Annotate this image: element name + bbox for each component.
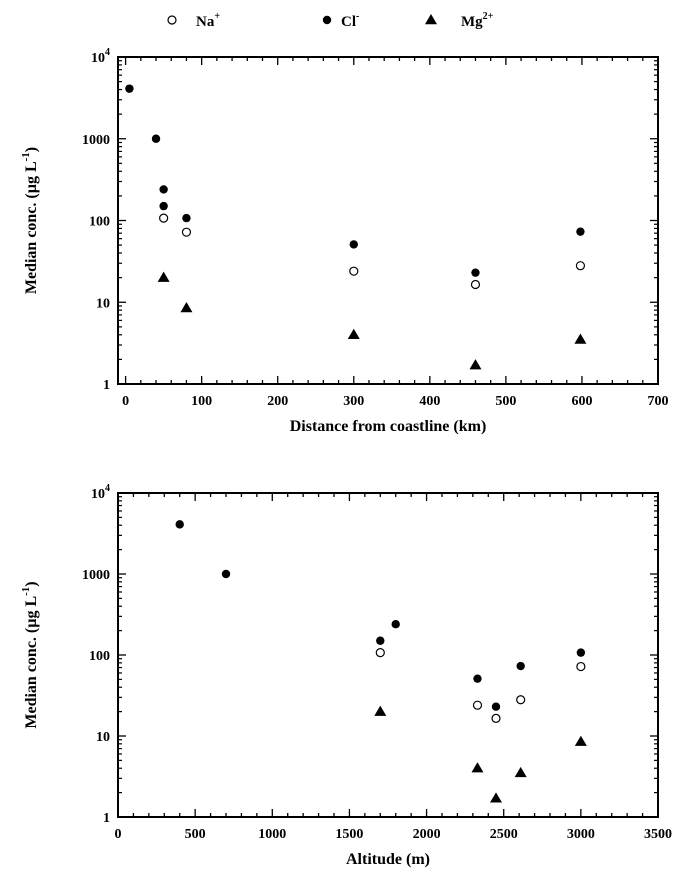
data-point [125,84,134,93]
y-tick-label: 104 [91,483,110,502]
legend-marker-2 [425,14,437,25]
x-tick-label: 2500 [490,827,518,842]
x-tick-label: 3500 [644,827,672,842]
x-tick-label: 3000 [567,827,595,842]
legend-label-0: Na+ [196,11,220,30]
data-point [491,713,501,723]
legend: Na+ Cl- Mg2+ [167,11,494,30]
data-point [221,569,231,579]
data-point [159,185,168,194]
data-point [175,520,184,529]
data-point [391,620,400,629]
y-tick-label: 1000 [82,133,110,148]
series-1 [125,84,585,277]
data-point [181,227,192,237]
series-2 [374,705,587,803]
x-axis-title: Distance from coastline (km) [290,418,487,435]
data-point [576,648,586,657]
x-tick-label: 700 [648,394,669,409]
data-point [349,266,359,276]
data-point [374,705,387,716]
panel-2: 0 500 1000 1500 2000 2500 3000 3500 1 10 100 1000 10… [20,483,672,868]
data-point [470,279,481,290]
x-axis-title: Altitude (m) [346,851,430,868]
data-point [376,636,385,645]
data-point [471,762,484,773]
x-tick-label: 300 [343,394,364,409]
series-1 [175,520,586,711]
data-point [159,201,168,211]
plot-frame [117,492,659,818]
data-point [157,271,170,282]
data-point [516,661,525,671]
data-point [514,766,527,778]
x-tick-label: 2000 [413,827,441,842]
y-tick-label: 100 [89,215,110,230]
x-tick-label: 500 [495,394,516,409]
data-point [151,134,161,143]
data-point [574,735,587,746]
series-2 [157,271,587,370]
y-tick-label: 10 [96,730,110,745]
legend-label-2: Mg2+ [461,11,494,30]
plot-frame [117,56,659,385]
data-point [182,213,191,223]
x-tick-label: 600 [571,394,592,409]
y-tick-label: 1 [103,811,110,826]
data-point [159,213,169,223]
x-tick-label: 400 [419,394,440,409]
data-point [490,792,502,803]
data-point [575,261,586,271]
y-axis-title: Median conc. (µg L-1) [20,581,40,728]
data-point [375,648,385,658]
data-point [469,359,482,370]
panel-1: 0 100 200 300 400 500 600 700 1 10 100 1000 104 Dista… [20,47,669,435]
y-axis-title: Median conc. (µg L-1) [20,147,40,294]
series-0 [375,648,586,723]
x-tick-label: 100 [191,394,212,409]
series-0 [159,213,586,290]
legend-label-1: Cl- [341,11,359,30]
y-tick-label: 1 [103,378,110,393]
x-tick-label: 1000 [258,827,286,842]
data-point [180,302,193,313]
data-point [516,695,526,705]
data-point [473,674,482,683]
data-point [576,227,585,236]
data-point [471,268,480,277]
x-tick-label: 0 [115,827,122,842]
x-tick-label: 1500 [335,827,363,842]
data-point [349,240,358,249]
x-tick-label: 500 [185,827,206,842]
x-tick-label: 200 [267,394,288,409]
x-tick-label: 0 [122,394,129,409]
data-point [491,702,501,711]
y-tick-label: 1000 [82,568,110,583]
data-point [576,661,586,672]
legend-marker-0 [167,15,177,25]
y-tick-label: 100 [89,649,110,664]
legend-marker-1 [322,15,332,25]
data-point [347,328,360,339]
data-point [574,333,587,344]
y-tick-label: 104 [91,47,110,66]
y-tick-label: 10 [96,296,110,311]
data-point [472,700,483,710]
